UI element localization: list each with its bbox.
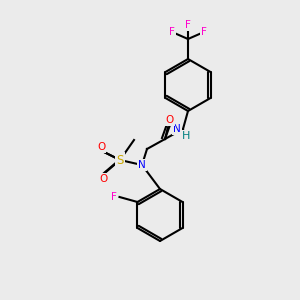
Text: N: N — [173, 124, 181, 134]
Text: H: H — [182, 131, 190, 141]
Text: O: O — [99, 174, 107, 184]
Text: O: O — [97, 142, 105, 152]
Text: O: O — [166, 115, 174, 125]
Text: F: F — [110, 192, 116, 202]
Text: F: F — [201, 27, 207, 37]
Text: F: F — [185, 20, 191, 30]
Text: F: F — [169, 27, 175, 37]
Text: S: S — [116, 154, 124, 166]
Text: N: N — [138, 160, 146, 170]
